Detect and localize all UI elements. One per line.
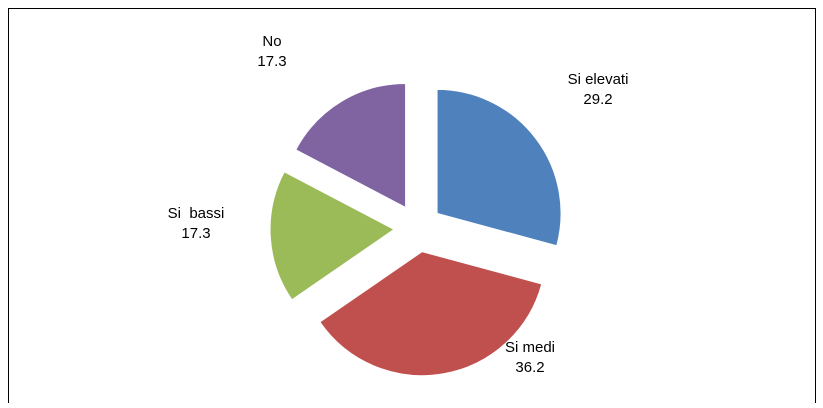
pie-slice xyxy=(269,171,396,301)
slice-label-value: 36.2 xyxy=(515,359,544,376)
slice-label-name: Si bassi xyxy=(168,205,225,222)
slice-label-value: 17.3 xyxy=(257,53,286,70)
slice-label-name: Si medi xyxy=(505,339,555,356)
pie-slice xyxy=(295,82,407,209)
slice-label-value: 29.2 xyxy=(583,91,612,108)
chart-border xyxy=(8,8,816,403)
slice-label-name: No xyxy=(262,33,281,50)
pie-slice xyxy=(319,251,543,377)
slice-label-name: Si elevati xyxy=(568,71,629,88)
slice-label-value: 17.3 xyxy=(181,225,210,242)
pie-slice xyxy=(436,88,562,247)
